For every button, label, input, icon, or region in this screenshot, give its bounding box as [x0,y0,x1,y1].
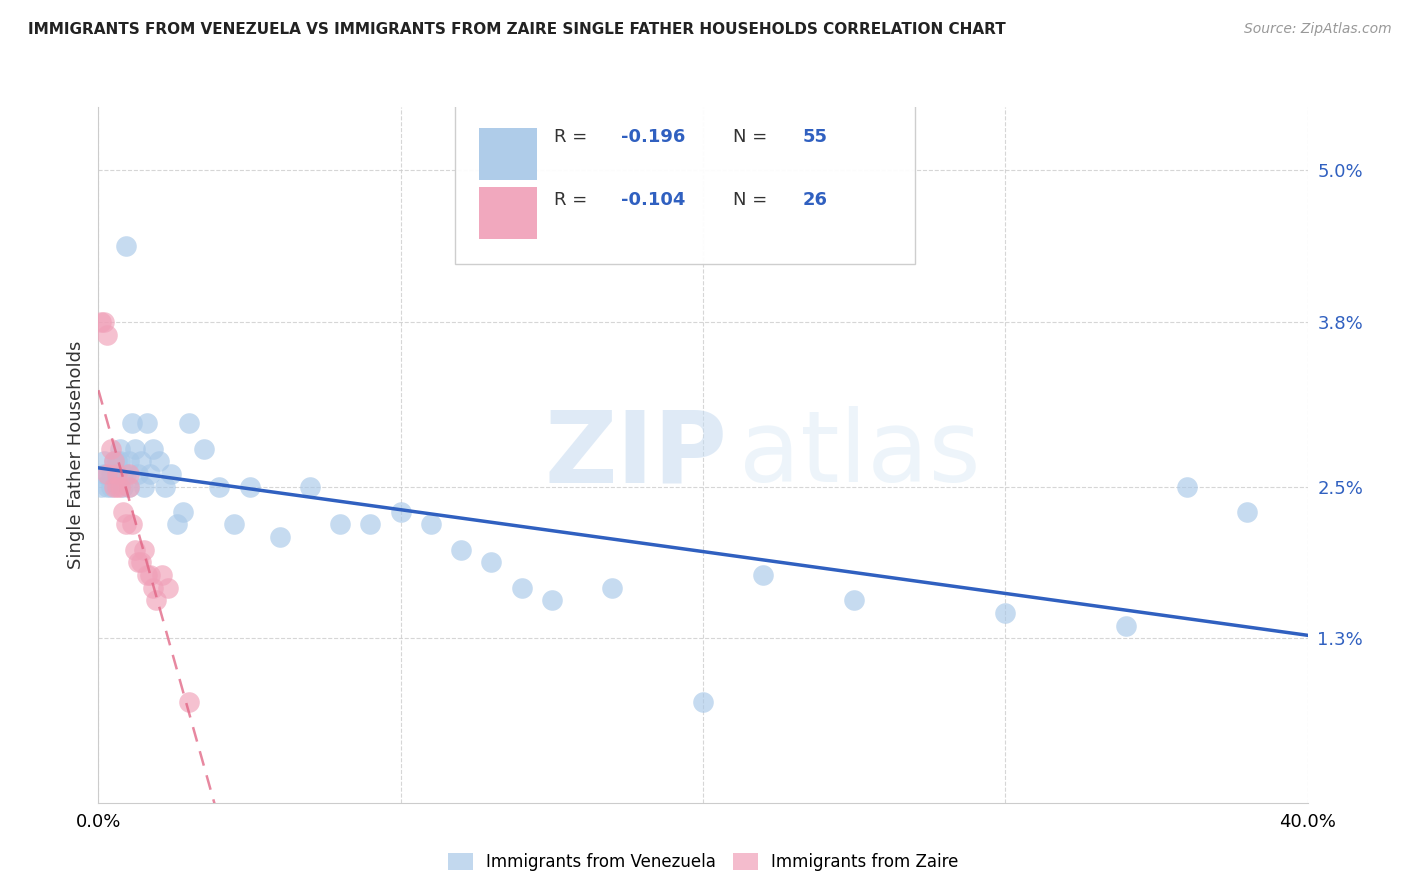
Point [510,581,533,595]
Point [299,479,322,493]
Point [100,479,122,493]
Point [127,556,149,570]
FancyBboxPatch shape [479,187,537,239]
Point [114,467,136,481]
Point [111,479,134,493]
Text: N =: N = [734,191,773,209]
Point [177,417,201,431]
Point [156,581,179,595]
Point [96,479,118,493]
Point [96,327,118,342]
Point [118,479,141,493]
Point [103,454,125,468]
Point [124,542,146,557]
Point [111,505,134,519]
Point [93,454,115,468]
Point [360,517,382,532]
Point [100,442,122,456]
Point [1236,505,1258,519]
Point [105,479,128,493]
Point [96,467,118,481]
Point [172,505,194,519]
Point [148,454,170,468]
Y-axis label: Single Father Households: Single Father Households [66,341,84,569]
FancyBboxPatch shape [479,128,537,180]
Text: -0.196: -0.196 [621,128,685,146]
Point [118,467,141,481]
FancyBboxPatch shape [456,100,915,264]
Point [419,517,441,532]
Point [129,556,152,570]
Point [132,542,155,557]
Point [844,593,866,607]
Point [239,479,262,493]
Text: 26: 26 [803,191,827,209]
Point [224,517,246,532]
Point [103,454,125,468]
Text: IMMIGRANTS FROM VENEZUELA VS IMMIGRANTS FROM ZAIRE SINGLE FATHER HOUSEHOLDS CORR: IMMIGRANTS FROM VENEZUELA VS IMMIGRANTS … [28,22,1005,37]
Point [105,454,128,468]
Point [93,315,115,329]
Point [142,442,165,456]
Point [166,517,188,532]
Point [114,239,136,253]
Point [121,517,143,532]
Text: ZIP: ZIP [544,407,727,503]
Point [1115,618,1137,632]
Point [193,442,215,456]
Point [602,581,624,595]
Point [114,517,136,532]
Point [752,568,775,582]
Point [90,315,112,329]
Point [481,556,503,570]
Point [132,479,155,493]
Text: 55: 55 [803,128,827,146]
Point [118,479,141,493]
Point [124,442,146,456]
Point [153,479,176,493]
Point [135,417,157,431]
Point [100,467,122,481]
Point [145,593,167,607]
Point [450,542,472,557]
Point [177,695,201,709]
Point [150,568,173,582]
Point [111,467,134,481]
Point [1175,479,1198,493]
Point [93,467,115,481]
Point [108,442,131,456]
Text: -0.104: -0.104 [621,191,685,209]
Text: atlas: atlas [740,407,981,503]
Point [160,467,183,481]
Point [108,454,131,468]
Text: N =: N = [734,128,773,146]
Point [692,695,714,709]
Point [108,479,131,493]
Point [121,417,143,431]
Point [103,479,125,493]
Point [96,467,118,481]
Point [135,568,157,582]
Point [269,530,291,544]
Point [127,467,149,481]
Point [105,467,128,481]
Text: R =: R = [554,191,593,209]
Point [142,581,165,595]
Point [90,479,112,493]
Point [208,479,231,493]
Point [105,467,128,481]
Point [540,593,562,607]
Legend: Immigrants from Venezuela, Immigrants from Zaire: Immigrants from Venezuela, Immigrants fr… [441,847,965,878]
Text: R =: R = [554,128,593,146]
Point [139,467,162,481]
Point [994,606,1017,620]
Point [129,454,152,468]
Point [118,454,141,468]
Point [329,517,352,532]
Point [103,467,125,481]
Point [139,568,162,582]
Text: Source: ZipAtlas.com: Source: ZipAtlas.com [1244,22,1392,37]
Point [389,505,412,519]
